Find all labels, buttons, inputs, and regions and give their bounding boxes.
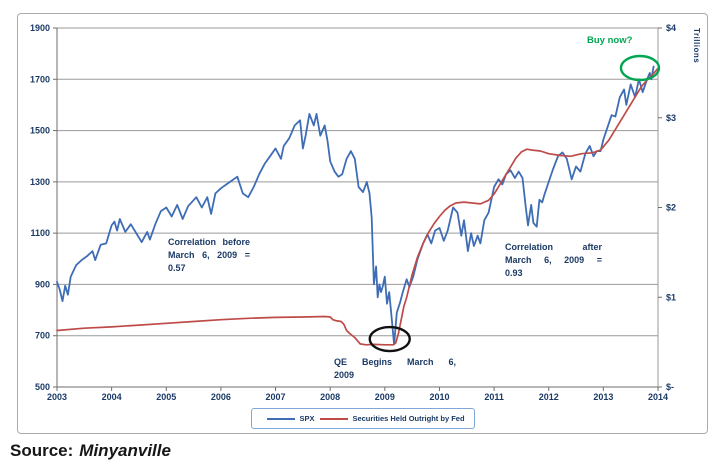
right-axis-label: $1 bbox=[666, 292, 676, 302]
right-axis-label: $- bbox=[666, 382, 674, 392]
annotation-line: March 6, 2009 = bbox=[168, 250, 250, 260]
x-axis-label: 2012 bbox=[539, 392, 559, 402]
annotation-line: 2009 bbox=[334, 370, 355, 380]
y-axis-label: 1900 bbox=[30, 23, 50, 33]
spx-line-sample bbox=[267, 417, 296, 420]
right-axis-label: $3 bbox=[666, 113, 676, 123]
annotation-line: Correlation before bbox=[168, 237, 250, 247]
legend-label-fed: Securities Held Outright by Fed bbox=[352, 414, 465, 423]
y-axis-label: 900 bbox=[35, 279, 50, 289]
y-axis-label: 1700 bbox=[30, 74, 50, 84]
x-axis-label: 2009 bbox=[375, 392, 395, 402]
y-axis-label: 500 bbox=[35, 382, 50, 392]
chart-legend: SPX Securities Held Outright by Fed bbox=[251, 408, 475, 429]
x-axis-label: 2013 bbox=[593, 392, 613, 402]
source-label: Source: bbox=[10, 441, 74, 460]
right-axis-label: $4 bbox=[666, 23, 676, 33]
annotation-correlation-before: Correlation before March 6, 2009 = 0.57 bbox=[168, 236, 250, 275]
x-axis-label: 2008 bbox=[320, 392, 340, 402]
series-spx bbox=[56, 65, 655, 346]
y-axis-label: 1500 bbox=[30, 126, 50, 136]
source-name: Minyanville bbox=[79, 441, 171, 460]
y-axis-label: 1100 bbox=[30, 228, 50, 238]
annotation-line: Correlation after bbox=[505, 242, 602, 252]
x-axis-label: 2003 bbox=[47, 392, 67, 402]
x-axis-label: 2004 bbox=[102, 392, 122, 402]
x-axis-label: 2005 bbox=[156, 392, 176, 402]
annotation-correlation-after: Correlation after March 6, 2009 = 0.93 bbox=[505, 241, 602, 280]
y-axis-label: 1300 bbox=[30, 177, 50, 187]
series-securities-held-outright-by-fed bbox=[56, 67, 659, 346]
right-axis-title: Trillions bbox=[692, 28, 701, 64]
qe-begins-circle bbox=[368, 325, 411, 353]
annotation-line: 0.93 bbox=[505, 268, 523, 278]
x-axis-label: 2007 bbox=[266, 392, 286, 402]
x-axis-label: 2014 bbox=[648, 392, 668, 402]
annotation-qe-begins: QE Begins March 6, 2009 bbox=[334, 356, 456, 382]
annotation-line: March 6, 2009 = bbox=[505, 255, 602, 265]
x-axis-label: 2011 bbox=[484, 392, 504, 402]
source-caption: Source: Minyanville bbox=[10, 441, 171, 461]
x-axis-label: 2006 bbox=[211, 392, 231, 402]
chart-border bbox=[17, 13, 708, 434]
fed-line-sample bbox=[320, 417, 349, 420]
annotation-line: QE Begins March 6, bbox=[334, 357, 456, 367]
buy-now-annotation: Buy now? bbox=[587, 35, 633, 46]
y-axis-label: 700 bbox=[35, 331, 50, 341]
buy-now-circle bbox=[619, 54, 661, 82]
annotation-line: 0.57 bbox=[168, 263, 186, 273]
right-axis-label: $2 bbox=[666, 203, 676, 213]
legend-label-spx: SPX bbox=[299, 414, 315, 423]
x-axis-label: 2010 bbox=[429, 392, 449, 402]
